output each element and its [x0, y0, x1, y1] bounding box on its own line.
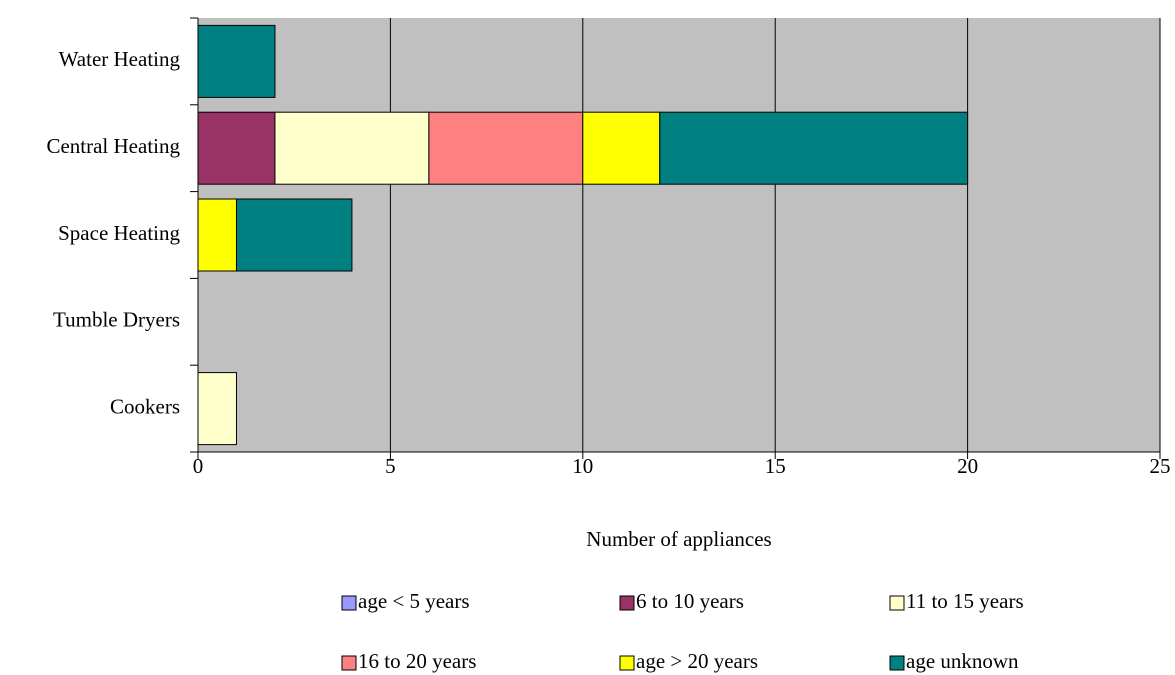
y-tick-label: Cookers — [110, 394, 180, 418]
y-tick-label: Water Heating — [59, 47, 181, 71]
bar-segment — [197, 198, 237, 272]
legend-label: age < 5 years — [358, 589, 470, 613]
legend-swatch — [889, 595, 905, 611]
bar-segment — [197, 372, 237, 446]
legend-label: 11 to 15 years — [906, 589, 1024, 613]
x-tick-label: 10 — [572, 454, 593, 478]
bar-segment — [197, 24, 276, 98]
bar-segment — [235, 198, 353, 272]
legend-label: age unknown — [906, 649, 1019, 673]
x-tick-label: 25 — [1150, 454, 1171, 478]
bar-segment — [274, 111, 430, 185]
x-axis-title: Number of appliances — [586, 527, 771, 551]
legend-label: 6 to 10 years — [636, 589, 744, 613]
x-tick-label: 0 — [193, 454, 204, 478]
bar-segment — [428, 111, 584, 185]
legend-label: age > 20 years — [636, 649, 758, 673]
x-tick-label: 20 — [957, 454, 978, 478]
plot-area — [198, 18, 1160, 452]
legend-label: 16 to 20 years — [358, 649, 476, 673]
y-tick-label: Central Heating — [46, 134, 180, 158]
legend-swatch — [619, 655, 635, 671]
bar-segment — [659, 111, 969, 185]
legend-swatch — [889, 655, 905, 671]
bar-segment — [582, 111, 661, 185]
x-tick-label: 15 — [765, 454, 786, 478]
legend-swatch — [341, 655, 357, 671]
y-tick-label: Tumble Dryers — [53, 308, 180, 332]
legend-swatch — [619, 595, 635, 611]
y-tick-label: Space Heating — [58, 221, 180, 245]
legend-swatch — [341, 595, 357, 611]
bar-segment — [197, 111, 276, 185]
x-tick-label: 5 — [385, 454, 396, 478]
